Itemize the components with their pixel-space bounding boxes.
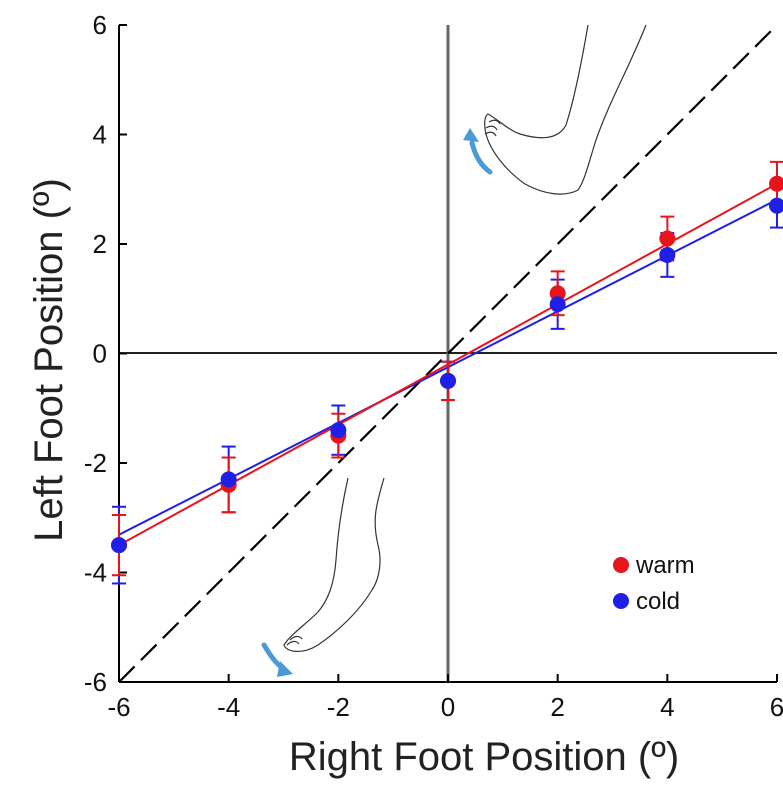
point-cold [549,296,566,313]
point-cold [440,372,456,389]
x-tick-label: -6 [107,692,130,722]
legend: warm cold [613,552,695,615]
y-tick-label: -2 [84,448,107,478]
y-axis-title: Left Foot Position (º) [27,178,71,542]
point-cold [330,422,347,439]
y-tick-label: 2 [93,229,107,259]
foot-plantarflexion-icon [283,477,385,652]
point-cold [111,537,127,554]
y-tick-label: -4 [84,558,107,588]
point-cold [220,471,237,488]
point-cold [659,246,676,263]
point-warm [769,175,783,192]
x-tick-label: 0 [441,692,455,722]
ticks: -6 -4 -2 0 2 4 6 -6 -4 -2 0 2 4 6 [84,10,783,722]
legend-warm-marker [613,557,629,573]
axes [118,24,778,683]
point-warm [549,285,566,302]
y-tick-label: 4 [93,120,107,150]
motion-arrow-up-icon [463,128,493,175]
motion-arrow-down-icon [261,642,293,677]
legend-cold-marker [613,593,629,609]
y-tick-label: 0 [93,339,107,369]
x-tick-label: 6 [770,692,783,722]
x-tick-label: 4 [660,692,674,722]
x-tick-label: 2 [550,692,564,722]
point-cold [769,197,783,214]
x-tick-label: -2 [327,692,350,722]
legend-warm-label: warm [635,552,695,579]
x-axis-title: Right Foot Position (º) [289,735,679,779]
legend-cold-label: cold [636,588,680,615]
plot-area [111,160,783,585]
point-warm [659,230,676,247]
y-tick-label: -6 [84,667,107,697]
foot-dorsiflexion-icon [484,24,647,195]
x-tick-label: -4 [217,692,240,722]
y-tick-label: 6 [93,10,107,40]
